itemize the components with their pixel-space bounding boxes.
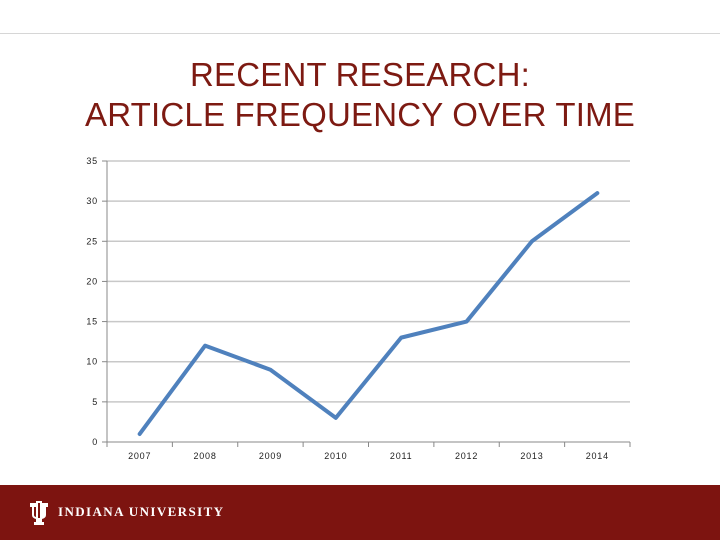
slide-title: RECENT RESEARCH: ARTICLE FREQUENCY OVER … xyxy=(0,55,720,135)
y-tick-label: 20 xyxy=(86,276,98,286)
x-tick-label: 2014 xyxy=(586,451,609,461)
y-tick-label: 30 xyxy=(86,196,98,206)
slide-title-line-1: RECENT RESEARCH: xyxy=(190,56,530,93)
y-tick-label: 15 xyxy=(86,317,98,327)
x-tick-label: 2010 xyxy=(324,451,347,461)
series-line xyxy=(137,191,600,436)
x-tick-label: 2009 xyxy=(259,451,282,461)
footer-bar: INDIANA UNIVERSITY xyxy=(0,485,720,540)
y-tick-label: 35 xyxy=(86,156,98,166)
x-tick-label: 2013 xyxy=(520,451,543,461)
iu-trident-logo-icon xyxy=(30,501,48,525)
x-tick-label: 2011 xyxy=(390,451,413,461)
x-tick-label: 2007 xyxy=(128,451,151,461)
slide-title-line-2: ARTICLE FREQUENCY OVER TIME xyxy=(84,96,635,133)
article-frequency-chart: 0 5 10 15 20 25 30 35 2007 2008 2009 2010 2011 2012 20… xyxy=(86,156,631,461)
x-tick-label: 2012 xyxy=(455,451,478,461)
y-tick-label: 10 xyxy=(86,357,98,367)
x-tick-label: 2008 xyxy=(193,451,216,461)
y-tick-label: 5 xyxy=(92,397,98,407)
y-tick-label: 0 xyxy=(92,437,98,447)
university-name: INDIANA UNIVERSITY xyxy=(58,504,225,519)
top-divider xyxy=(0,33,720,34)
y-tick-label: 25 xyxy=(86,236,98,246)
